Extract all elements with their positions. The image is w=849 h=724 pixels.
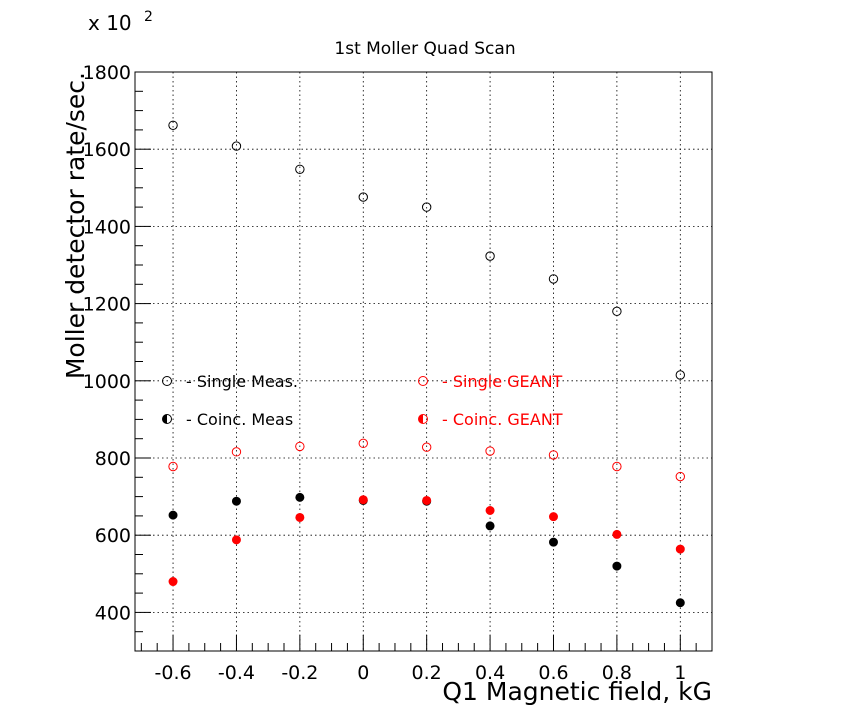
chart-title: 1st Moller Quad Scan [334,39,515,59]
legend-marker [418,376,428,386]
x-tick-label: -0.4 [218,662,255,684]
data-point-series-3 [421,442,432,452]
y-axis-label: Moller detector rate/sec. [61,72,90,379]
x-tick-label: 0 [357,662,369,684]
y-tick-label: 1200 [83,294,131,316]
data-point-series-3 [358,438,368,449]
y-tick-label: 1400 [83,216,131,238]
legend-marker-fill [162,414,167,424]
x-axis-label: Q1 Magnetic field, kG [442,677,712,706]
y-tick-label: 800 [95,448,131,470]
legend-marker-fill [418,414,423,424]
data-point-series-4 [548,512,558,522]
legend-label: - Single Meas. [186,372,298,391]
legend: - Single Meas. - Coinc. Meas - Single GEAN… [162,372,563,429]
plot-frame [134,71,713,652]
data-point-series-4 [485,505,495,515]
data-point-series-3 [612,461,622,472]
data-point-series-4 [675,544,685,554]
y-axis-multiplier-base: x 10 [88,11,132,35]
x-tick-label: 0.4 [475,662,505,684]
y-tick-label: 400 [95,602,131,624]
data-point-series-1 [548,274,559,284]
data-point-series-1 [675,370,685,380]
y-axis-multiplier: x 10 2 [88,9,153,35]
x-tick-label: -0.6 [155,662,192,684]
data-point-series-3 [548,450,559,460]
legend-marker [162,376,172,386]
data-point-series-2 [168,510,178,520]
legend-label: - Single GEANT [442,372,563,391]
y-tick-label: 1800 [83,62,131,84]
data-point-series-3 [675,471,685,482]
data-point-series-1 [231,141,242,151]
data-point-series-3 [168,461,178,472]
x-tick-label: 0.6 [538,662,568,684]
data-point-series-1 [612,306,622,317]
data-point-series-2 [231,496,241,506]
x-tick-label: -0.2 [281,662,318,684]
x-tick-label: 1 [674,662,686,684]
data-point-series-1 [358,192,368,202]
data-point-series-2 [612,561,622,571]
y-tick-label: 1000 [83,371,131,393]
x-tick-label: 0.2 [412,662,442,684]
x-tick-label: 0.8 [602,662,632,684]
data-point-series-4 [168,577,178,587]
data-point-series-1 [295,164,305,174]
data-point-series-2 [675,598,685,608]
data-point-series-2 [485,521,495,531]
data-point-series-3 [485,446,495,456]
data-points [168,120,685,608]
y-tick-label: 600 [95,525,131,547]
data-point-series-4 [358,495,368,505]
axis-ticks [135,71,713,652]
grid-lines [135,72,712,651]
data-point-series-2 [295,492,305,502]
legend-label: - Coinc. Meas [186,410,293,429]
data-point-series-4 [231,535,241,545]
data-point-series-1 [168,120,178,130]
y-axis-multiplier-exponent: 2 [144,9,153,25]
data-point-series-3 [295,441,305,452]
legend-label: - Coinc. GEANT [442,410,563,429]
data-point-series-1 [421,202,432,212]
data-point-series-2 [548,537,558,547]
data-point-series-1 [485,251,495,261]
data-point-series-4 [422,495,432,505]
data-point-series-4 [295,512,305,522]
data-point-series-4 [612,529,622,539]
axis-tick-labels: -0.6 -0.4 -0.2 0 0.2 0.4 0.6 0.8 140060080010001… [83,62,687,684]
y-tick-label: 1600 [83,139,131,161]
data-point-series-3 [231,447,242,457]
